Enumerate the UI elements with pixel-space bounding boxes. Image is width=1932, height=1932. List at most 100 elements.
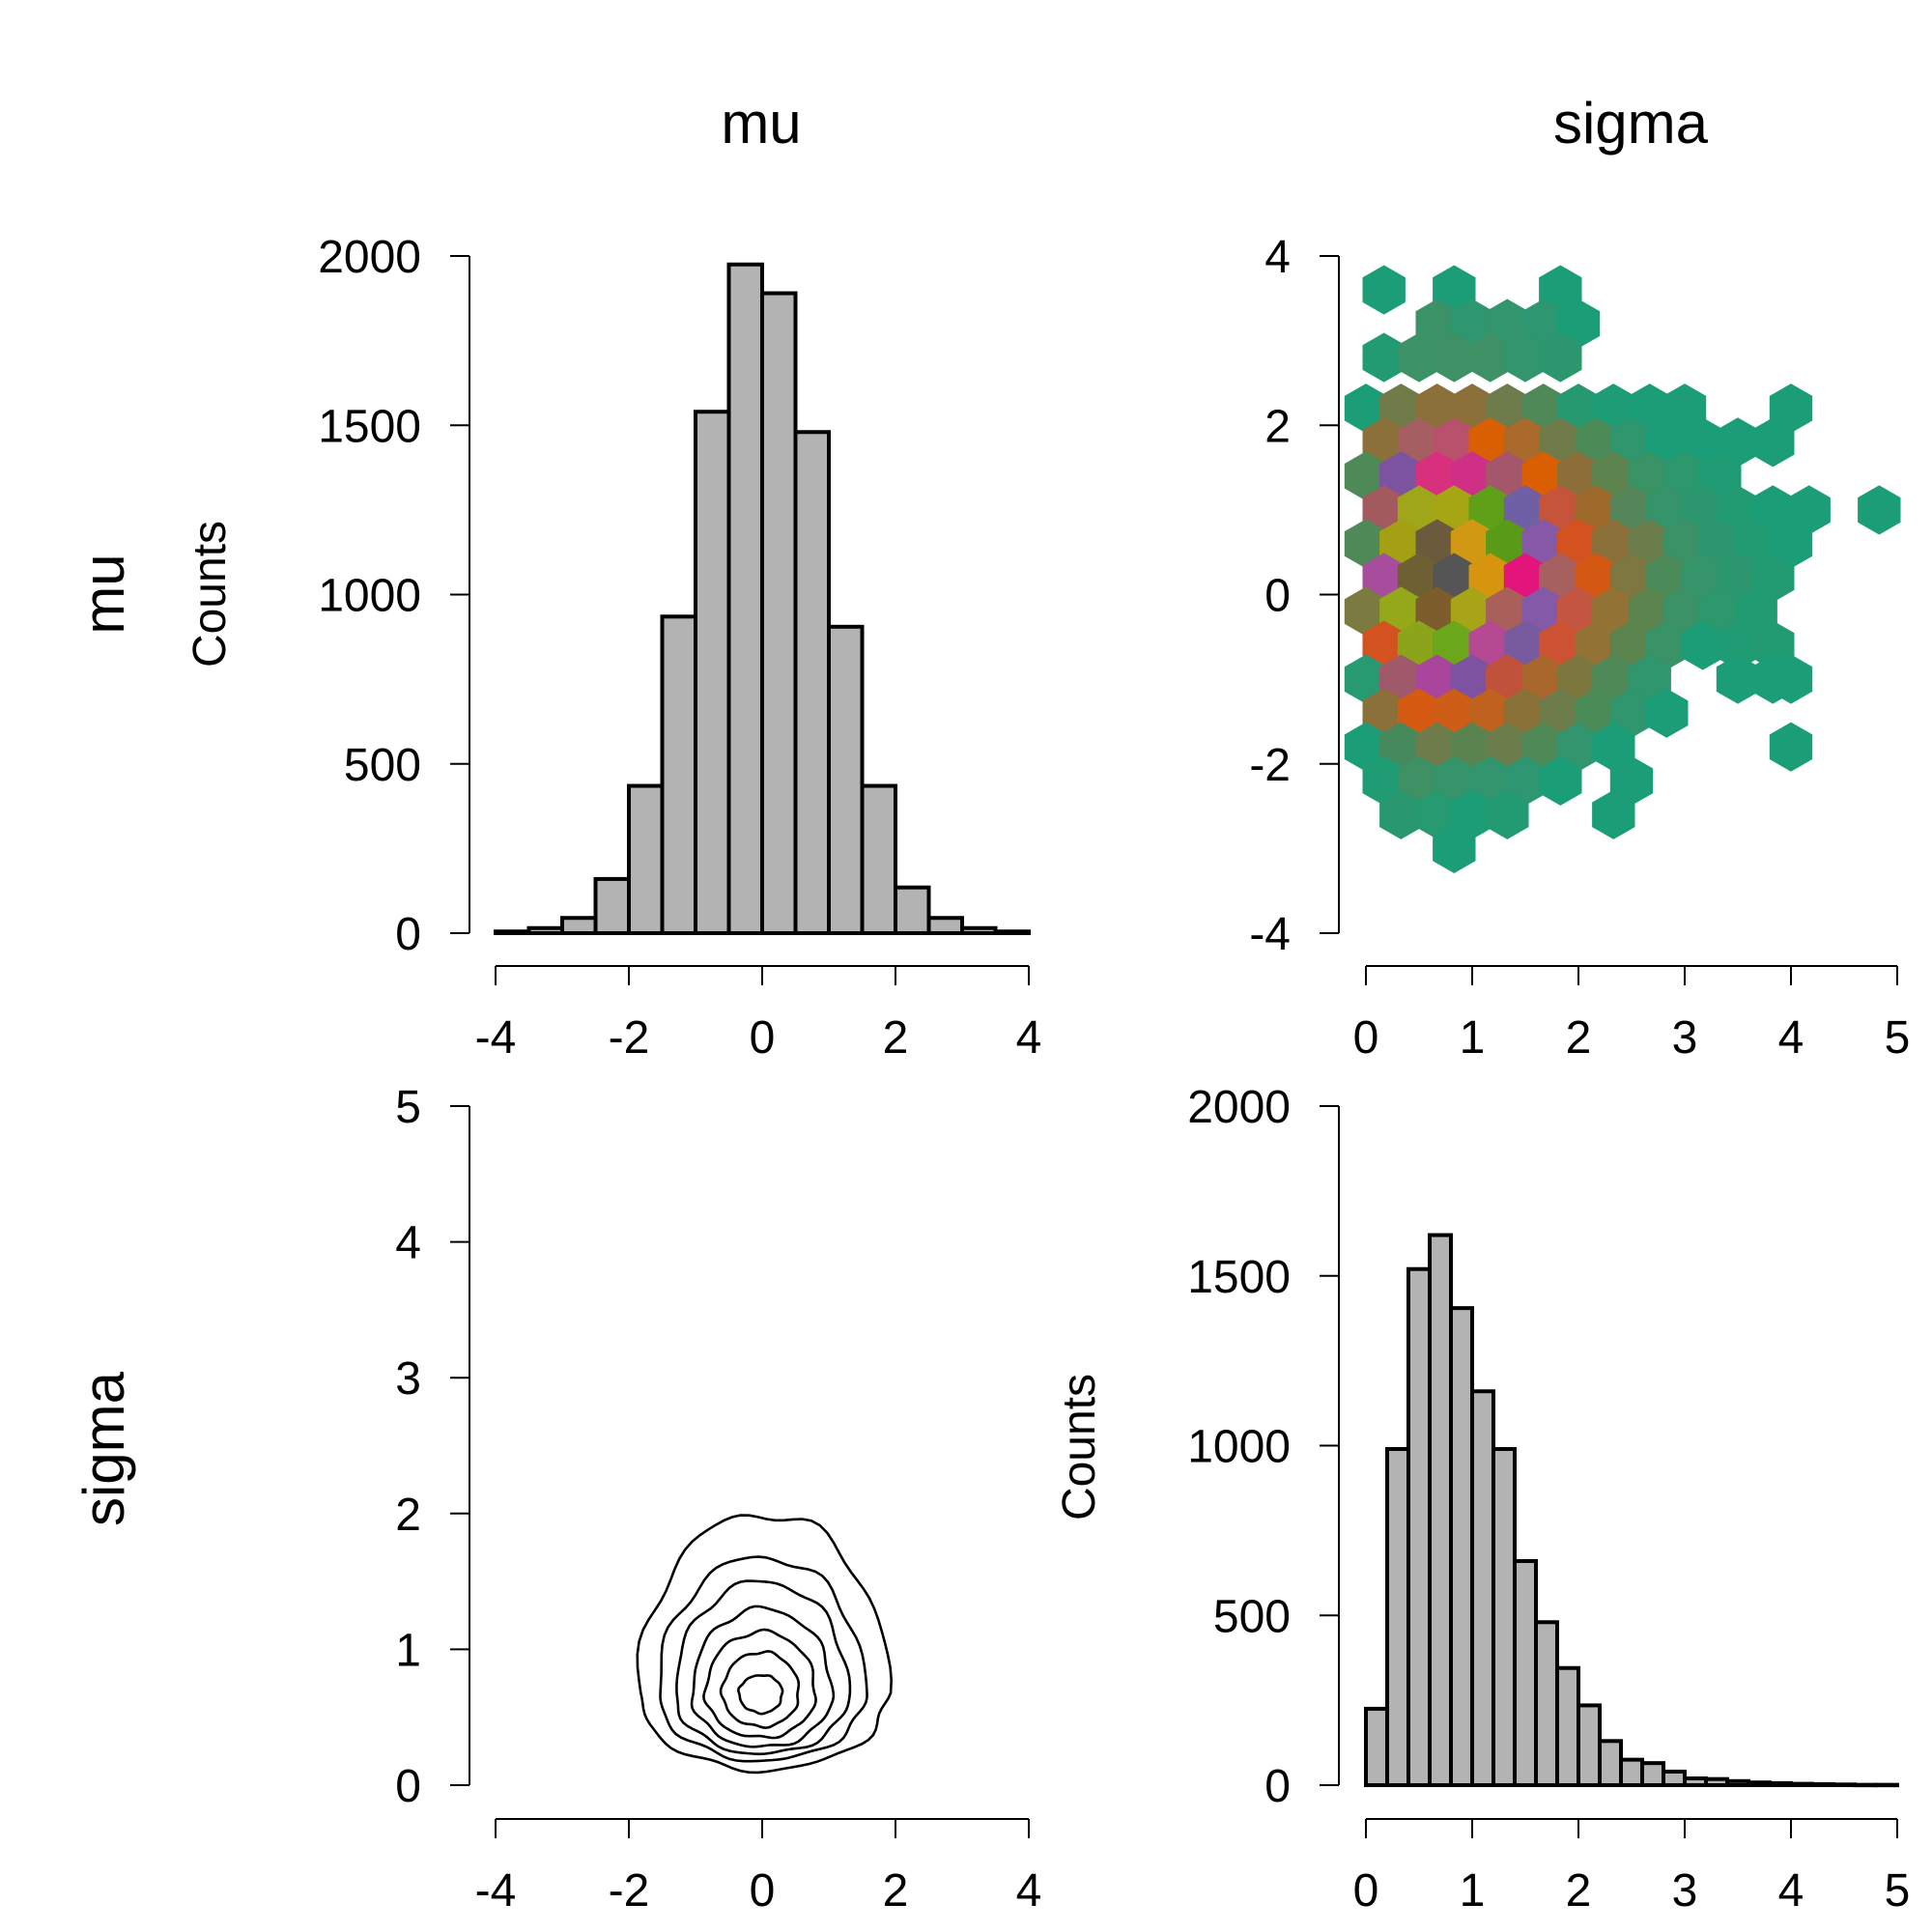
histogram-bar (494, 929, 531, 935)
row-title-mu: mu (71, 554, 136, 634)
histogram-bar (960, 925, 998, 935)
x-tick-label: -2 (609, 1012, 650, 1064)
density-contour-line (719, 1650, 801, 1729)
x-tick-label: 0 (750, 1865, 776, 1917)
hexbin-cell (1645, 688, 1689, 738)
y-tick-label: 1 (395, 1625, 421, 1676)
hexbin-cell (1362, 265, 1406, 315)
histogram-bar (1598, 1739, 1623, 1788)
y-tick-label: -4 (1249, 909, 1291, 960)
histogram-bar (1874, 1782, 1899, 1788)
x-tick-label: 1 (1460, 1865, 1486, 1917)
histogram-bar (726, 262, 764, 935)
histogram-bar (760, 291, 798, 935)
column-title-sigma: sigma (1553, 91, 1709, 156)
x-tick-label: -2 (609, 1865, 650, 1917)
histogram-bar (1789, 1781, 1814, 1787)
histogram-bar (1555, 1665, 1580, 1788)
histogram-bar (1747, 1780, 1772, 1787)
histogram-bar (1534, 1620, 1559, 1788)
histogram-bar (1768, 1780, 1793, 1787)
histogram-bar (1385, 1447, 1410, 1787)
histogram-bar (560, 916, 598, 935)
histogram-bar (1619, 1757, 1644, 1787)
hexbin-cell (1751, 417, 1795, 468)
x-tick-label: 5 (1885, 1012, 1911, 1064)
histogram-bar (694, 410, 731, 936)
y-axis-title: Counts (1054, 1374, 1105, 1520)
y-axis-title: Counts (185, 521, 236, 668)
y-tick-label: 1000 (1187, 1422, 1291, 1473)
x-tick-label: 2 (1566, 1865, 1592, 1917)
x-tick-label: 3 (1672, 1865, 1698, 1917)
x-tick-label: 4 (1778, 1012, 1804, 1064)
histogram-bar (1640, 1761, 1665, 1787)
histogram-bar (860, 783, 897, 935)
hexbin-cell (1539, 332, 1582, 383)
y-tick-label: 4 (395, 1218, 421, 1269)
histogram-bar (827, 624, 865, 935)
histogram-bar (660, 614, 697, 935)
row-title-sigma: sigma (71, 1371, 136, 1526)
hexbin-cell (1539, 755, 1582, 806)
histogram-bar (627, 783, 665, 935)
y-tick-label: 2000 (318, 232, 421, 283)
x-tick-label: 1 (1460, 1012, 1486, 1064)
y-tick-label: 1000 (318, 571, 421, 622)
histogram-bar (793, 430, 831, 935)
y-tick-label: 0 (1264, 1761, 1291, 1812)
density-contour-line (675, 1579, 852, 1756)
y-tick-label: 5 (395, 1082, 421, 1133)
y-tick-label: 4 (1264, 232, 1291, 283)
x-tick-label: 4 (1016, 1865, 1042, 1917)
y-tick-label: -2 (1249, 740, 1291, 791)
histogram-bar (1810, 1781, 1835, 1788)
contour-mu-vs-sigma-panel: -4 -2 0 2 4 0 1 2 3 4 5 (395, 1082, 1041, 1917)
density-contour-line (690, 1605, 836, 1748)
hexbin-cell (1592, 789, 1635, 839)
histogram-bar (1853, 1782, 1878, 1788)
column-title-mu: mu (721, 91, 801, 156)
y-tick-label: 0 (395, 1761, 421, 1812)
histogram-bar (993, 929, 1031, 935)
histogram-bar (593, 876, 631, 935)
hexbin-cell (1769, 654, 1813, 704)
x-tick-label: 4 (1778, 1865, 1804, 1917)
y-tick-label: 2 (1264, 401, 1291, 452)
x-tick-label: -4 (475, 1865, 517, 1917)
histogram-bar (894, 885, 931, 935)
density-contour-line (736, 1674, 784, 1716)
density-contour-line (702, 1628, 817, 1740)
x-tick-label: 2 (1566, 1012, 1592, 1064)
histogram-bar (1513, 1559, 1538, 1788)
density-contour-line (636, 1514, 894, 1775)
x-tick-label: 3 (1672, 1012, 1698, 1064)
histogram-bar (1725, 1778, 1750, 1787)
hexbin-cell (1769, 722, 1813, 772)
x-tick-label: 0 (750, 1012, 776, 1064)
histogram-bar (1662, 1769, 1687, 1787)
hexbin-cell (1486, 789, 1529, 839)
y-tick-label: 2 (395, 1490, 421, 1541)
x-tick-label: 2 (883, 1865, 909, 1917)
y-tick-label: 1500 (1187, 1252, 1291, 1303)
x-tick-label: 0 (1353, 1865, 1379, 1917)
x-tick-label: 4 (1016, 1012, 1042, 1064)
y-tick-label: 2000 (1187, 1082, 1291, 1133)
histogram-bar (526, 925, 564, 935)
histogram-mu-panel: -4 -2 0 2 4 0 500 1000 1500 2000 Counts (185, 232, 1041, 1064)
hexbin-cell (1858, 485, 1901, 535)
histogram-bar (1428, 1233, 1453, 1787)
y-tick-label: 500 (344, 740, 421, 791)
histogram-bar (1492, 1447, 1517, 1787)
histogram-bar (1406, 1266, 1432, 1787)
histogram-bar (1577, 1703, 1602, 1787)
histogram-bar (1470, 1389, 1495, 1787)
y-tick-label: 0 (395, 909, 421, 960)
x-tick-label: 0 (1353, 1012, 1379, 1064)
x-tick-label: 2 (883, 1012, 909, 1064)
x-tick-label: -4 (475, 1012, 517, 1064)
hexbin-sigma-vs-mu-panel: 0 1 2 3 4 5 -4 -2 0 2 4 (1249, 232, 1910, 1064)
y-tick-label: 3 (395, 1353, 421, 1405)
